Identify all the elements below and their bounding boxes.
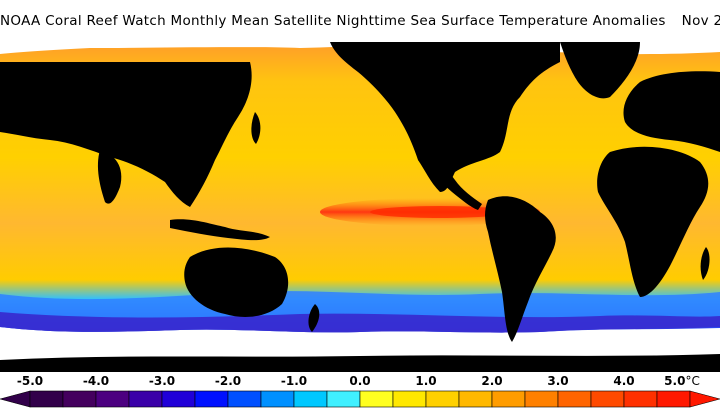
colorbar-swatch bbox=[194, 390, 229, 408]
antarctica-landmass bbox=[0, 354, 720, 372]
asia-landmass bbox=[0, 62, 252, 207]
colorbar-min-arrow bbox=[0, 390, 31, 408]
colorbar-tick-label: -2.0 bbox=[214, 374, 242, 388]
colorbar-tick-label: 0.0 bbox=[349, 374, 371, 388]
colorbar-tick-label: -4.0 bbox=[82, 374, 110, 388]
indonesia-landmass bbox=[170, 219, 270, 241]
colorbar bbox=[0, 390, 720, 408]
colorbar-swatch bbox=[557, 390, 592, 408]
africa-landmass bbox=[597, 146, 709, 297]
madagascar-landmass bbox=[700, 247, 710, 280]
colorbar-swatch bbox=[425, 390, 460, 408]
colorbar-swatch bbox=[29, 390, 64, 408]
el-nino-core bbox=[370, 206, 510, 218]
colorbar-swatch bbox=[590, 390, 625, 408]
colorbar-swatch bbox=[392, 390, 427, 408]
australia-landmass bbox=[184, 247, 289, 317]
map-title: NOAA Coral Reef Watch Monthly Mean Satel… bbox=[0, 0, 720, 40]
colorbar-swatch bbox=[161, 390, 196, 408]
colorbar-swatch bbox=[326, 390, 361, 408]
colorbar-tick-label: 4.0 bbox=[613, 374, 635, 388]
colorbar-swatch bbox=[524, 390, 559, 408]
north-america-landmass bbox=[330, 42, 560, 192]
colorbar-tick-label: -5.0 bbox=[16, 374, 44, 388]
colorbar-tick-label: -3.0 bbox=[148, 374, 176, 388]
india-landmass bbox=[97, 150, 122, 204]
greenland-landmass bbox=[560, 42, 640, 99]
title-text: NOAA Coral Reef Watch Monthly Mean Satel… bbox=[0, 13, 666, 29]
colorbar-swatch bbox=[128, 390, 163, 408]
colorbar-swatch bbox=[359, 390, 394, 408]
south-america-landmass bbox=[485, 196, 556, 342]
colorbar-swatch bbox=[260, 390, 295, 408]
colorbar-swatch bbox=[227, 390, 262, 408]
central-america-landmass bbox=[418, 156, 482, 210]
japan-landmass bbox=[251, 112, 261, 144]
colorbar-tick-label: -1.0 bbox=[280, 374, 308, 388]
colorbar-swatch bbox=[656, 390, 691, 408]
colorbar-tick-label: 2.0 bbox=[481, 374, 503, 388]
colorbar-unit: °C bbox=[685, 374, 700, 388]
colorbar-swatch bbox=[293, 390, 328, 408]
colorbar-tick-label: 1.0 bbox=[415, 374, 437, 388]
southern-ocean-deep-cold bbox=[0, 312, 720, 333]
colorbar-tick-label: 5.0°C bbox=[664, 374, 700, 388]
colorbar-swatch bbox=[458, 390, 493, 408]
europe-landmass bbox=[623, 71, 720, 152]
colorbar-swatch bbox=[491, 390, 526, 408]
colorbar-max-arrow bbox=[689, 390, 720, 408]
title-date: Nov 2015 bbox=[681, 13, 720, 29]
colorbar-labels: -5.0 -4.0 -3.0 -2.0 -1.0 0.0 1.0 2.0 3.0 4.0 5.0°C bbox=[0, 374, 720, 390]
sst-anomaly-map bbox=[0, 42, 720, 372]
colorbar-tick-label: 3.0 bbox=[547, 374, 569, 388]
colorbar-swatch bbox=[623, 390, 658, 408]
new-zealand-landmass bbox=[308, 304, 320, 332]
colorbar-swatch bbox=[62, 390, 97, 408]
colorbar-swatch bbox=[95, 390, 130, 408]
